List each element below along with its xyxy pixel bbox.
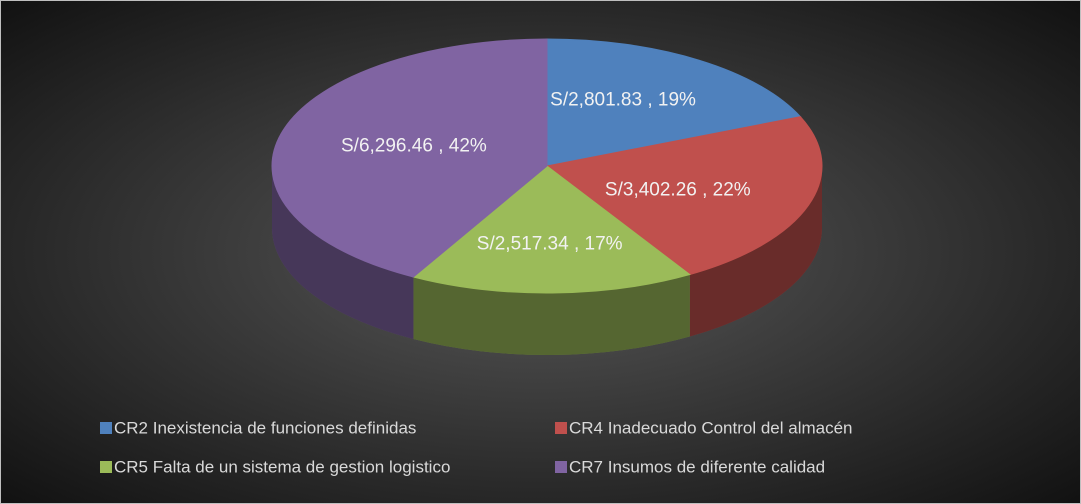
legend-swatch <box>555 422 567 434</box>
pie-side <box>413 274 690 355</box>
legend-swatch <box>100 422 112 434</box>
legend-swatch <box>100 461 112 473</box>
legend-label: CR7 Insumos de diferente calidad <box>569 457 825 476</box>
pie-side <box>272 166 414 340</box>
legend-label: CR2 Inexistencia de funciones definidas <box>114 418 416 437</box>
value-label: S/3,402.26 , 22% <box>605 179 751 200</box>
pie-side-shade <box>272 166 414 340</box>
pie-side <box>689 166 822 337</box>
pie-slice <box>545 116 823 276</box>
value-label: S/2,517.34 , 17% <box>477 234 623 255</box>
value-label: S/2,801.83 , 19% <box>550 89 696 110</box>
legend-label: CR5 Falta de un sistema de gestion logis… <box>114 457 450 476</box>
pie-side-shade <box>689 166 822 337</box>
pie-slice <box>271 38 548 278</box>
pie-sides <box>272 166 822 355</box>
value-label: S/6,296.46 , 42% <box>341 135 487 156</box>
pie-slice <box>412 165 691 294</box>
legend-label: CR4 Inadecuado Control del almacén <box>569 418 853 437</box>
pie-tops <box>271 38 823 294</box>
pie-slice <box>546 38 802 167</box>
pie-side-shade <box>413 274 690 355</box>
value-labels: S/2,801.83 , 19% S/3,402.26 , 22% S/2,517.… <box>341 89 751 254</box>
legend: CR2 Inexistencia de funciones definidas C… <box>100 418 853 476</box>
legend-swatch <box>555 461 567 473</box>
